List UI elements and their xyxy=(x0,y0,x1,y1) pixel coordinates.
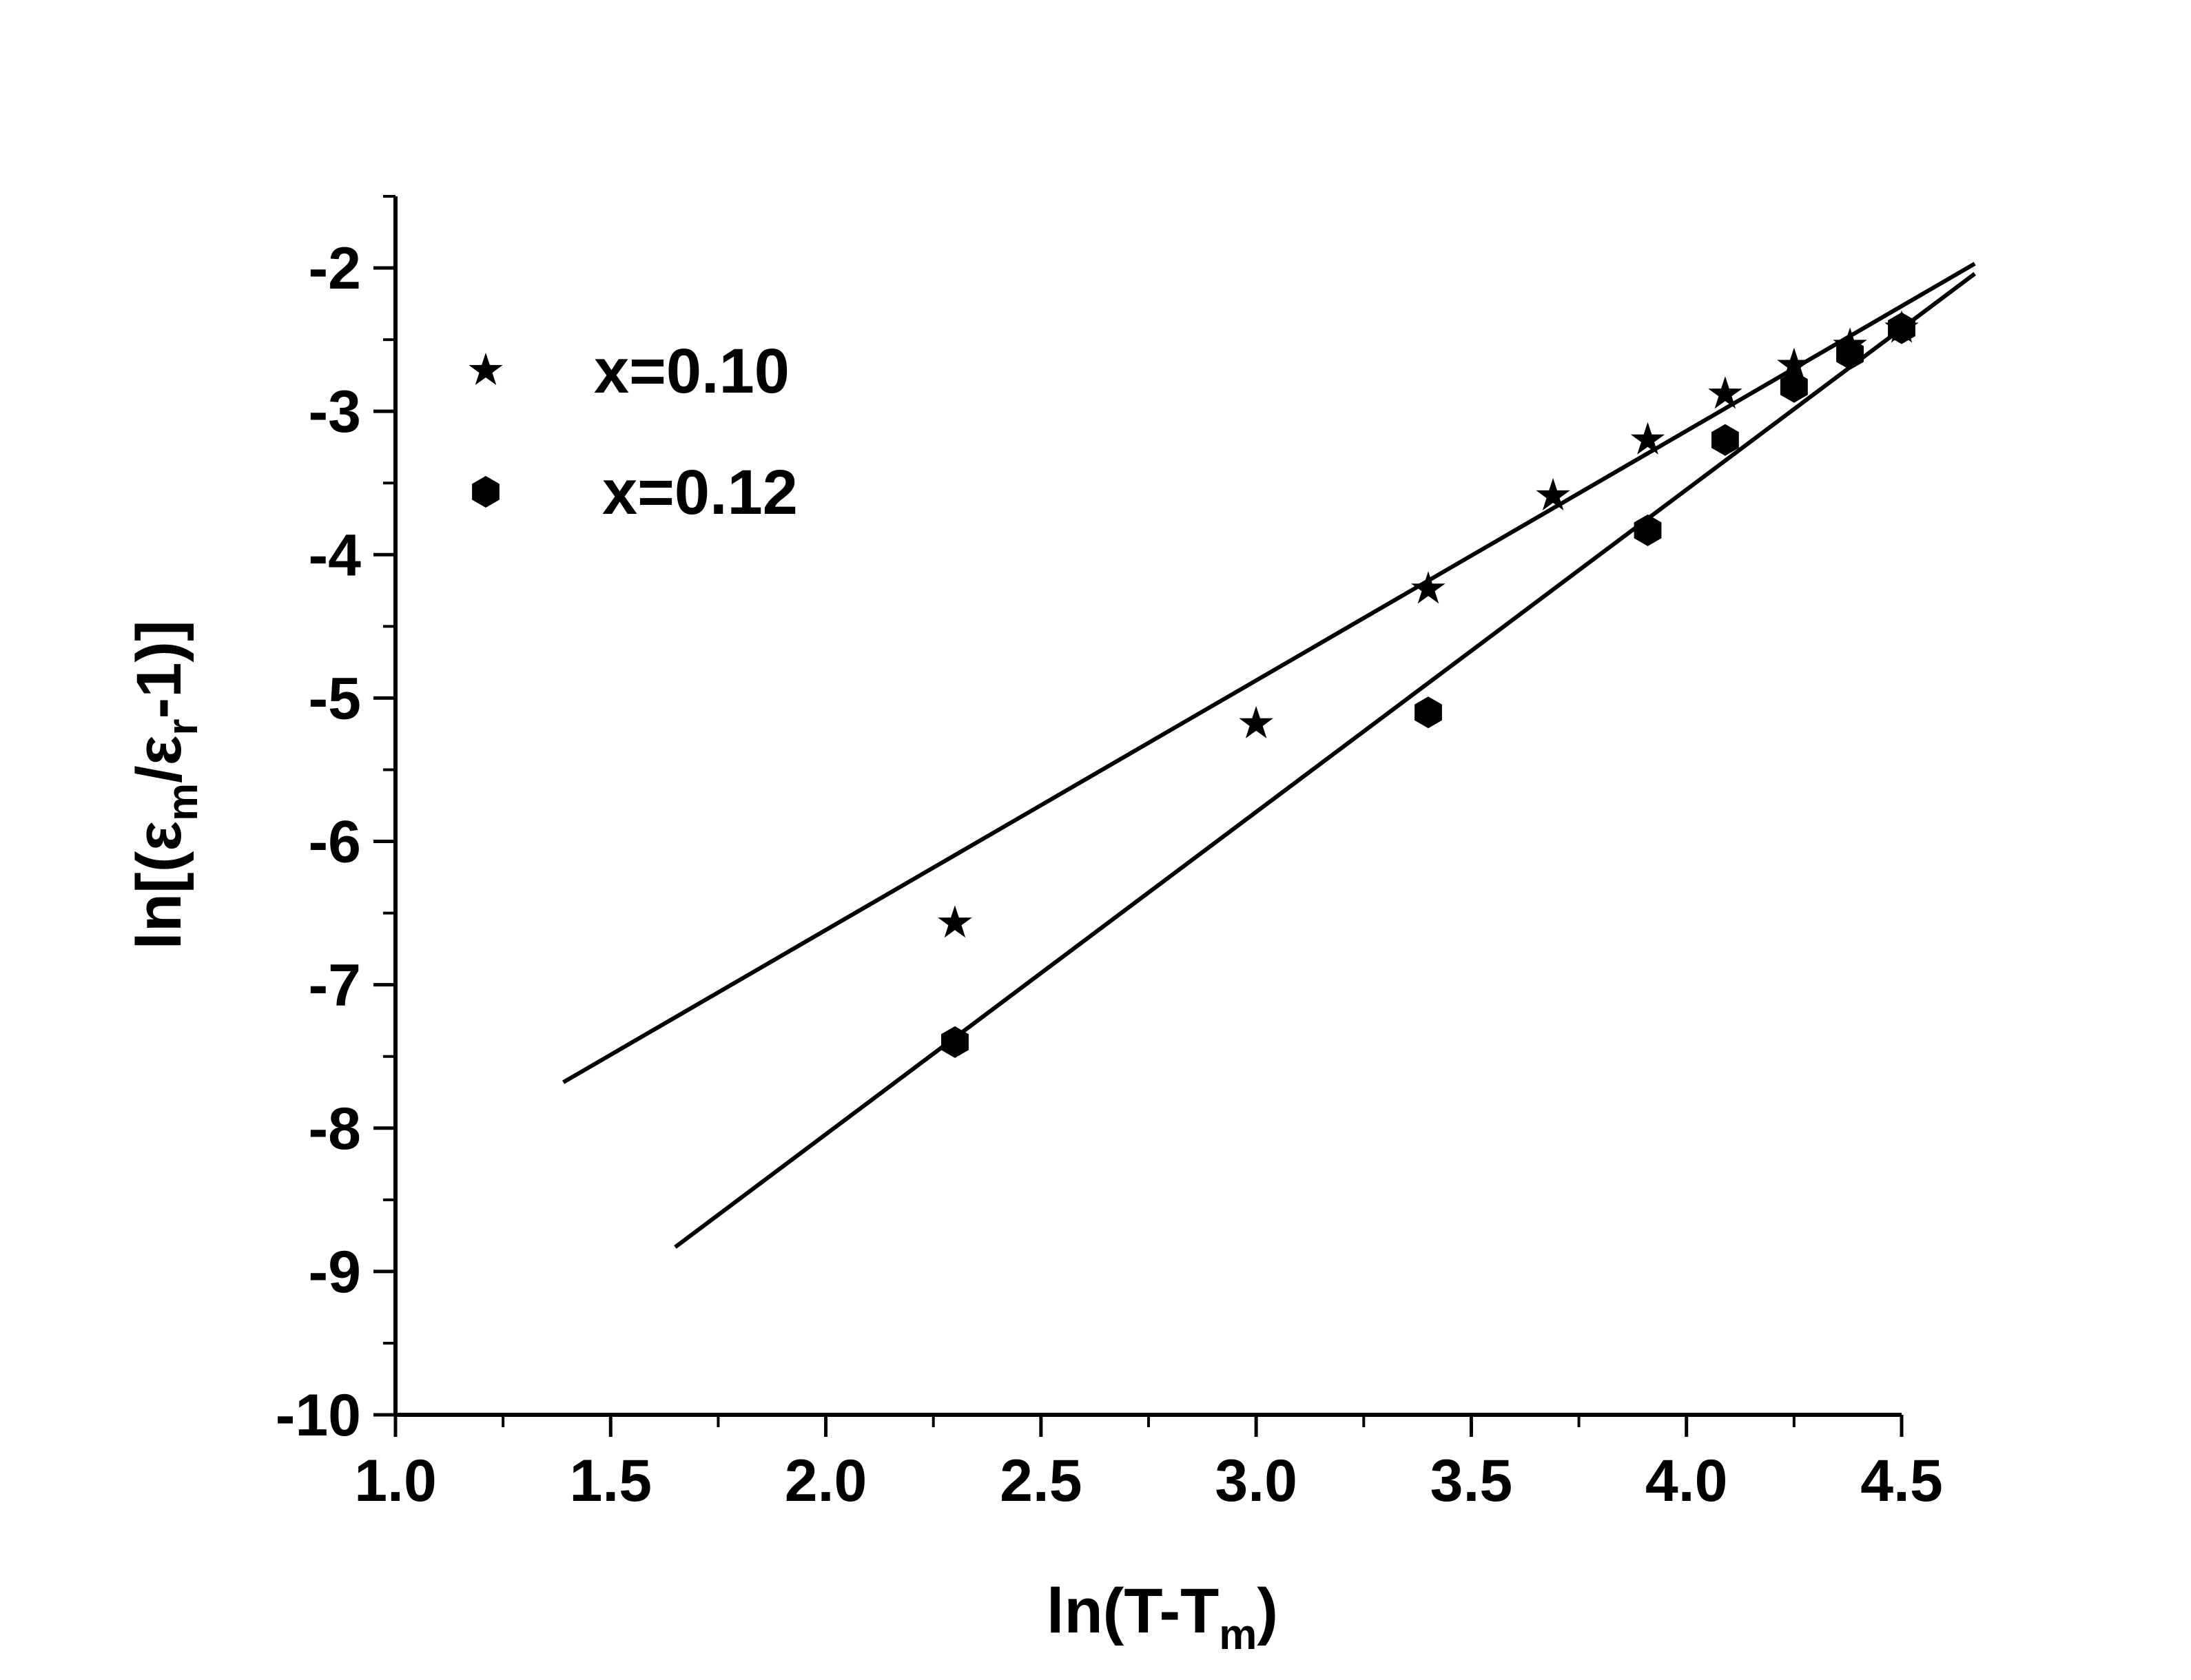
y-label-part: ln[(ε xyxy=(124,821,194,950)
x-tick-label: 2.0 xyxy=(785,1448,867,1514)
x-tick-label: 4.5 xyxy=(1860,1448,1943,1514)
fit-line xyxy=(562,262,1976,1084)
y-tick-label: -2 xyxy=(309,236,361,302)
y-tick-label: -6 xyxy=(309,809,361,875)
star-marker xyxy=(1777,347,1811,380)
y-tick-label: -8 xyxy=(309,1096,361,1162)
x-tick-label: 2.5 xyxy=(1000,1448,1082,1514)
y-label-part: r xyxy=(159,718,207,735)
y-tick-label: -9 xyxy=(309,1239,361,1305)
data-markers xyxy=(938,310,1919,1058)
x-axis-label: ln(T-Tm) xyxy=(1047,1576,1278,1659)
x-tick-label: 1.5 xyxy=(570,1448,652,1514)
y-label-part: m xyxy=(159,783,207,821)
y-tick-label: -7 xyxy=(309,953,361,1019)
legend-marker xyxy=(472,476,500,508)
star-marker xyxy=(1630,422,1665,455)
x-tick-label: 4.0 xyxy=(1645,1448,1728,1514)
fit-line xyxy=(674,271,1976,1249)
hexagon-marker xyxy=(1888,312,1915,344)
hexagon-marker xyxy=(1711,424,1739,456)
y-tick-label: -10 xyxy=(276,1382,361,1449)
hexagon-marker xyxy=(941,1026,969,1058)
star-marker xyxy=(1536,478,1570,510)
star-marker xyxy=(1239,705,1273,738)
y-tick-label: -5 xyxy=(309,665,361,732)
axes: 1.0 1.5 2.0 2.5 3.0 3.5 4.0 4.5 -2 -3 -4 -5 -6 -7 -8 -9… xyxy=(276,195,1943,1514)
legend: x=0.10 x=0.12 xyxy=(469,336,798,528)
star-marker xyxy=(938,905,972,938)
x-tick-label: 3.0 xyxy=(1215,1448,1297,1514)
legend-label: x=0.10 xyxy=(594,336,790,406)
hexagon-marker xyxy=(1780,371,1808,403)
hexagon-marker xyxy=(1836,338,1864,370)
hexagon-marker xyxy=(1415,696,1442,729)
y-tick-label: -3 xyxy=(309,379,361,445)
y-label-part: -1)] xyxy=(124,620,194,718)
legend-marker xyxy=(469,353,503,385)
y-label-part: /ε xyxy=(124,736,194,783)
legend-label: x=0.12 xyxy=(602,457,798,528)
x-tick-label: 3.5 xyxy=(1430,1448,1513,1514)
star-marker xyxy=(1411,571,1446,604)
fit-lines xyxy=(562,262,1976,1249)
star-marker xyxy=(1708,376,1742,409)
y-axis-label: ln[(εm/εr-1)] xyxy=(124,620,207,949)
y-tick-label: -4 xyxy=(309,522,362,588)
x-tick-label: 1.0 xyxy=(354,1448,437,1514)
hexagon-marker xyxy=(1634,514,1662,546)
